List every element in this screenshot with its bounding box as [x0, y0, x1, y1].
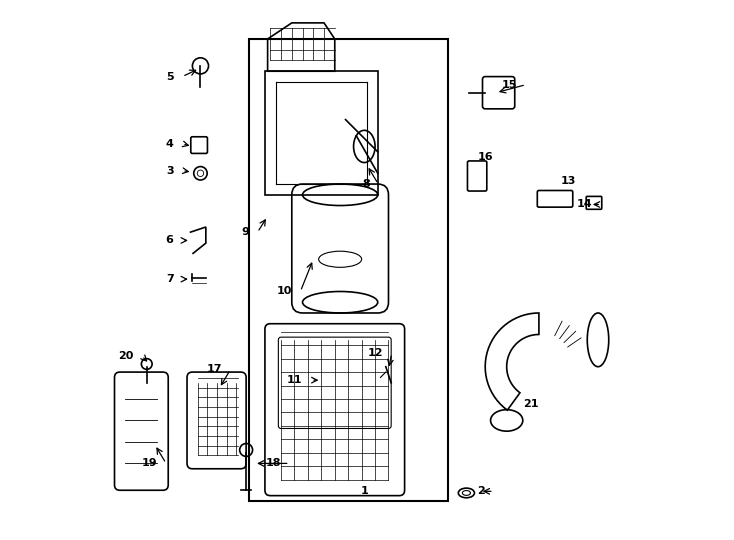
- Text: 17: 17: [206, 364, 222, 374]
- Text: 4: 4: [166, 139, 174, 148]
- Text: 21: 21: [523, 399, 539, 409]
- Text: 5: 5: [166, 72, 174, 82]
- Text: 1: 1: [360, 487, 368, 496]
- Text: 13: 13: [561, 177, 576, 186]
- Text: 11: 11: [287, 375, 302, 385]
- Text: 8: 8: [362, 179, 370, 189]
- Text: 18: 18: [266, 458, 281, 468]
- FancyBboxPatch shape: [278, 337, 391, 428]
- Text: 16: 16: [477, 152, 493, 162]
- Text: 2: 2: [477, 487, 485, 496]
- Text: 3: 3: [166, 166, 174, 176]
- Text: 19: 19: [142, 458, 158, 468]
- Text: 20: 20: [118, 351, 134, 361]
- Text: 15: 15: [502, 80, 517, 90]
- Text: 7: 7: [166, 274, 174, 284]
- Text: 9: 9: [241, 227, 249, 238]
- Text: 12: 12: [368, 348, 383, 358]
- Text: 10: 10: [277, 287, 292, 296]
- Text: 6: 6: [166, 235, 174, 246]
- Text: 14: 14: [577, 199, 592, 210]
